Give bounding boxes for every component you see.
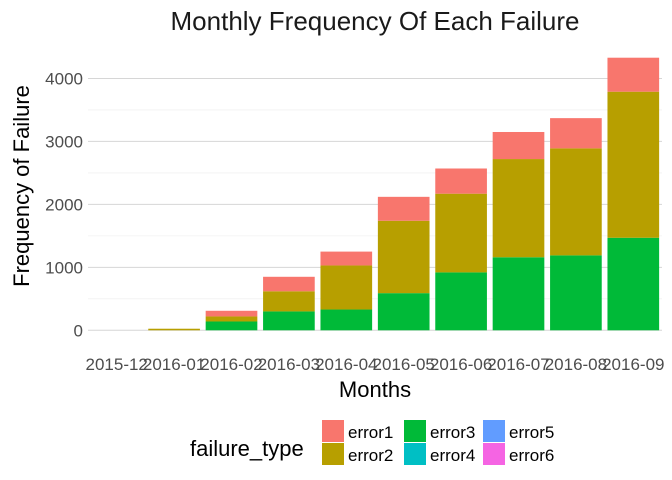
bar-error1-2016-08 (550, 118, 602, 149)
bar-error3-2016-08 (550, 255, 602, 331)
legend-swatch (483, 443, 505, 465)
bar-error1-2016-07 (492, 131, 545, 160)
bar-error3-2016-07 (492, 257, 545, 331)
bar-error2-2016-03 (263, 291, 315, 312)
bar-error2-2016-01 (148, 328, 200, 331)
legend-swatch (404, 420, 426, 442)
bar-error3-2016-02 (205, 321, 258, 331)
chart-title: Monthly Frequency Of Each Failure (171, 6, 580, 36)
x-axis-label: Months (339, 377, 411, 402)
bar-error3-2016-05 (377, 293, 430, 331)
legend-label: error5 (509, 423, 554, 442)
y-tick-label: 3000 (45, 132, 83, 151)
x-tick-labels: 2015-122016-012016-022016-032016-042016-… (86, 355, 665, 374)
bar-error1-2016-03 (263, 276, 315, 292)
bar-error2-2016-08 (550, 148, 602, 256)
x-tick-label: 2016-05 (373, 355, 435, 374)
legend-swatch (404, 443, 426, 465)
bar-error1-2016-06 (435, 168, 487, 194)
legend-swatch (483, 420, 505, 442)
legend: failure_type error1 error2 error3 error4 err… (190, 420, 554, 465)
bar-error2-2016-06 (435, 193, 487, 273)
x-tick-label: 2015-12 (86, 355, 148, 374)
legend-label: error2 (348, 446, 393, 465)
bar-error3-2016-06 (435, 272, 487, 331)
bar-error1-2016-09 (607, 57, 660, 92)
legend-title: failure_type (190, 436, 304, 461)
bars (148, 57, 660, 331)
y-tick-label: 1000 (45, 258, 83, 277)
x-tick-label: 2016-04 (315, 355, 377, 374)
bar-error2-2016-07 (492, 159, 545, 258)
legend-item-error5: error5 (483, 420, 554, 442)
x-tick-label: 2016-01 (143, 355, 205, 374)
bar-error1-2016-04 (320, 251, 373, 266)
legend-item-error3: error3 (404, 420, 475, 442)
bar-error2-2016-04 (320, 265, 373, 310)
legend-swatch (322, 420, 344, 442)
x-tick-label: 2016-09 (602, 355, 664, 374)
legend-label: error4 (430, 446, 475, 465)
x-tick-label: 2016-03 (258, 355, 320, 374)
legend-label: error3 (430, 423, 475, 442)
bar-error1-2016-05 (377, 196, 430, 221)
y-tick-label: 4000 (45, 69, 83, 88)
x-tick-label: 2016-07 (487, 355, 549, 374)
bar-error3-2016-03 (263, 311, 315, 331)
bar-error3-2016-04 (320, 309, 373, 331)
legend-item-error1: error1 (322, 420, 393, 442)
bar-error3-2016-09 (607, 237, 660, 331)
x-tick-label: 2016-02 (200, 355, 262, 374)
bar-error2-2016-02 (205, 316, 258, 322)
bar-error1-2016-02 (205, 310, 258, 317)
y-tick-labels: 0 1000 2000 3000 4000 (45, 69, 83, 340)
legend-item-error4: error4 (404, 443, 475, 465)
x-tick-label: 2016-06 (430, 355, 492, 374)
y-axis-label: Frequency of Failure (9, 85, 34, 287)
x-tick-label: 2016-08 (545, 355, 607, 374)
legend-swatch (322, 443, 344, 465)
legend-item-error6: error6 (483, 443, 554, 465)
y-tick-label: 0 (74, 321, 83, 340)
bar-error2-2016-05 (377, 220, 430, 294)
legend-label: error1 (348, 423, 393, 442)
legend-item-error2: error2 (322, 443, 393, 465)
legend-label: error6 (509, 446, 554, 465)
bar-error2-2016-09 (607, 91, 660, 238)
y-tick-label: 2000 (45, 195, 83, 214)
